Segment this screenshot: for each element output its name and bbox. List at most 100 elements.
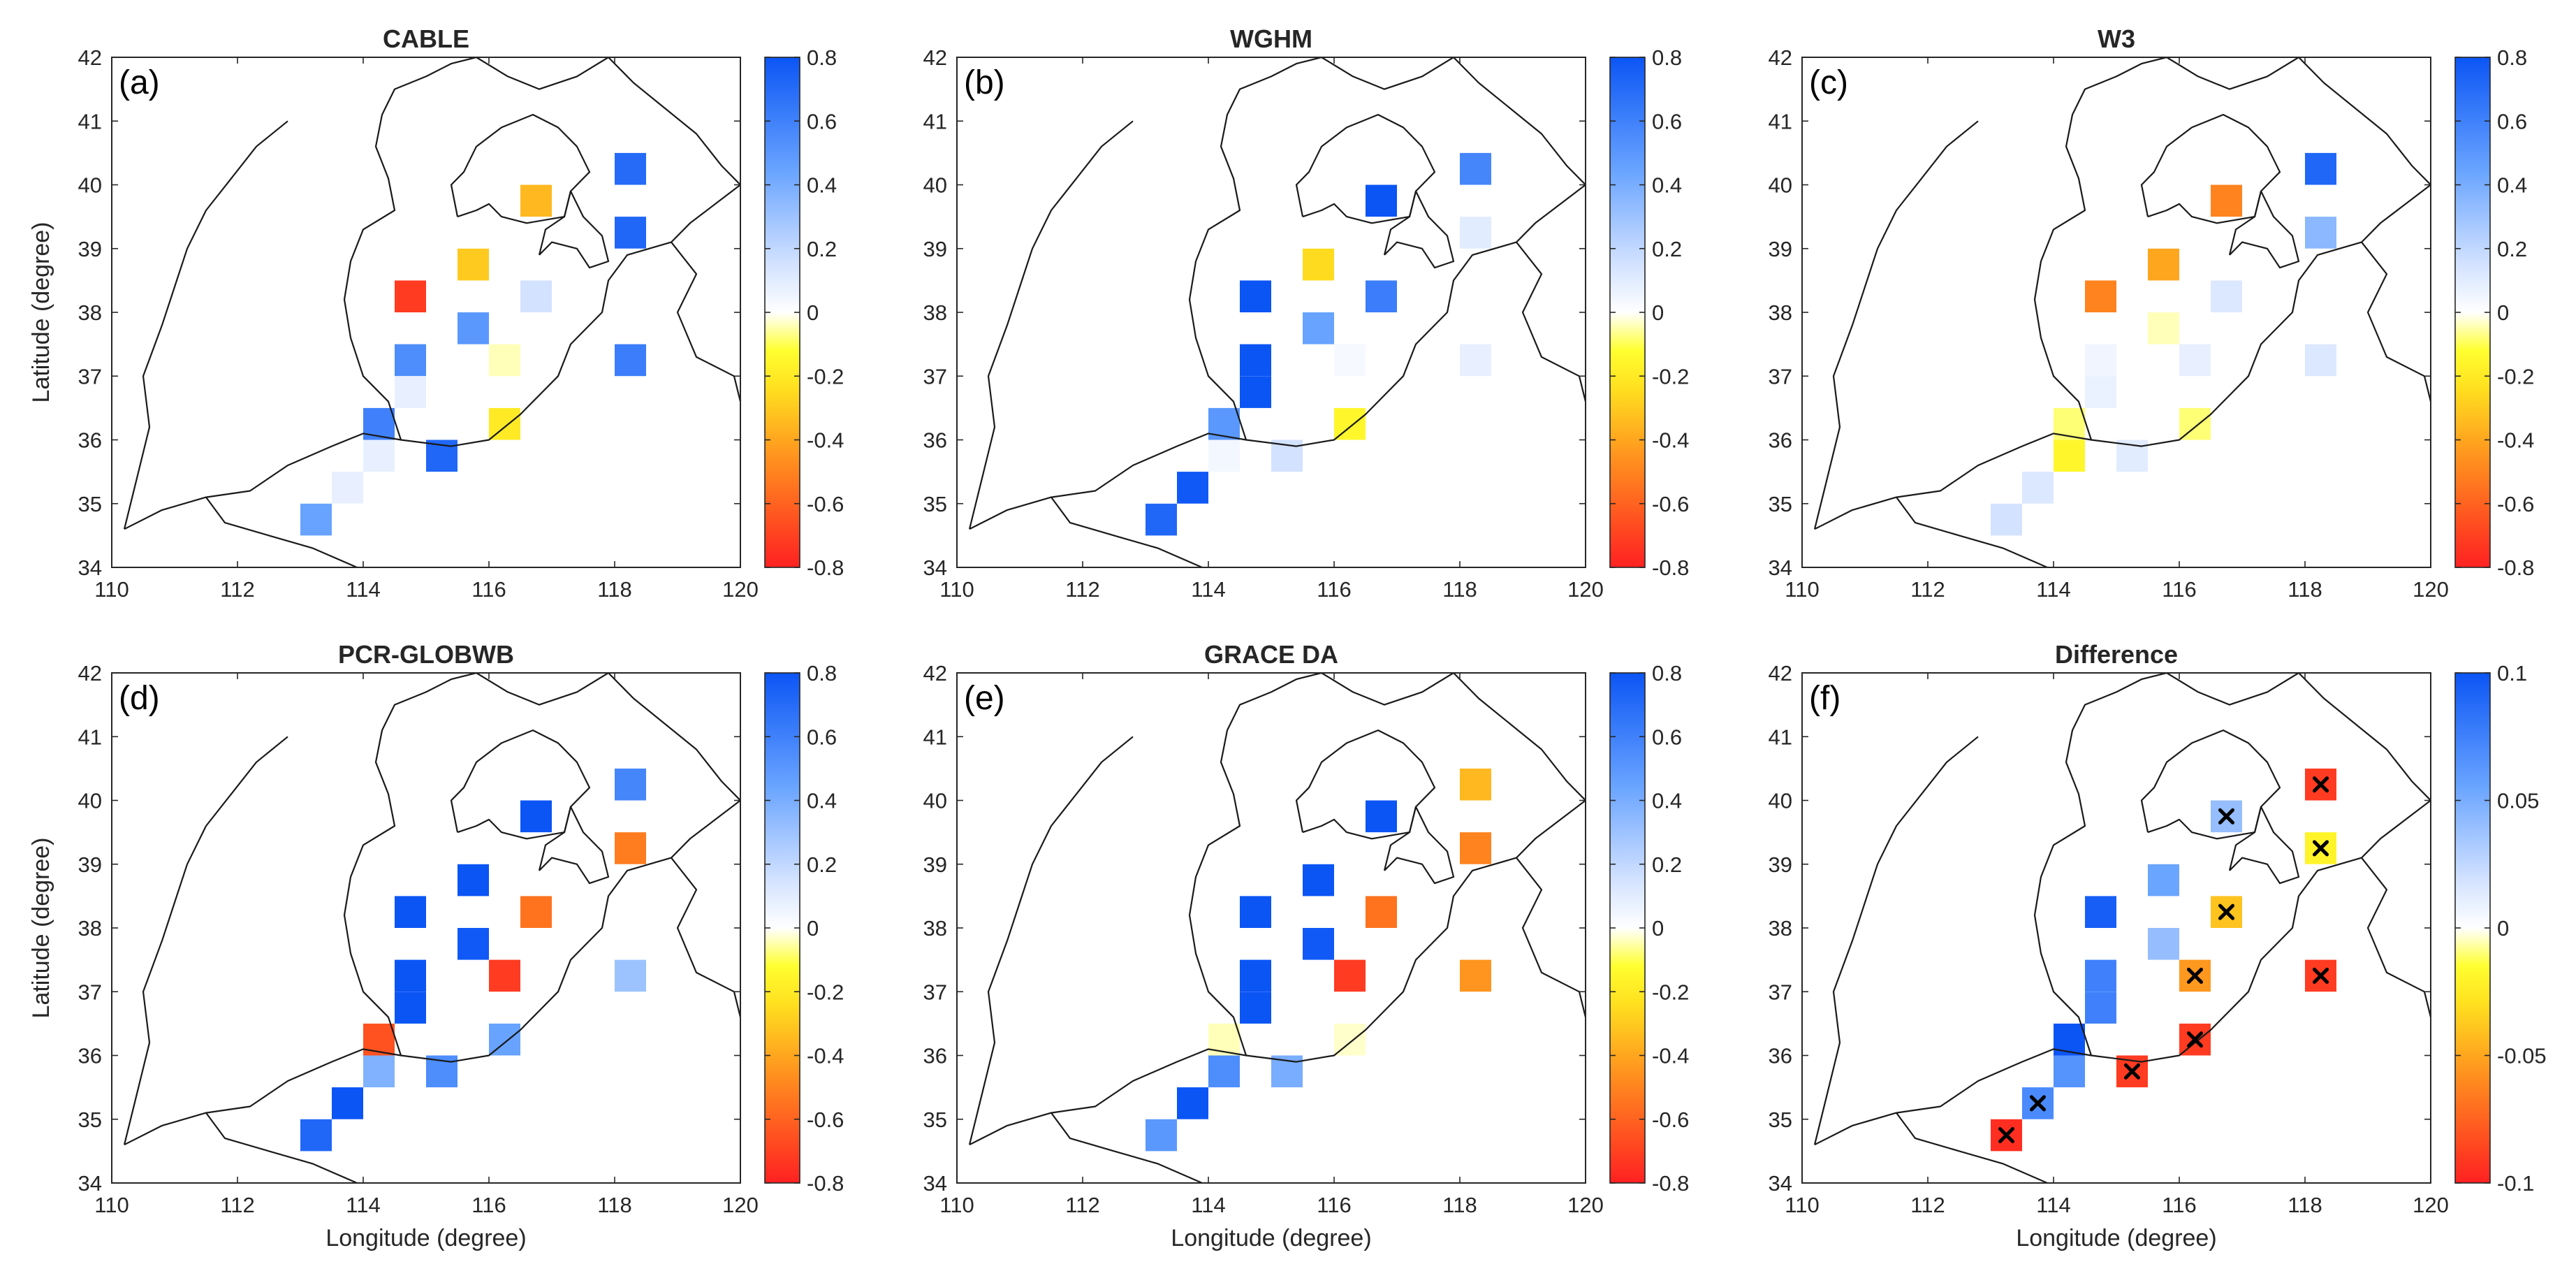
border-beijing xyxy=(2140,114,2281,224)
panel-e: 110 112 114 116 118 120 34 35 36 37 38 39 40 41 42 GRAC… xyxy=(923,640,1690,1251)
y-tick-label: 39 xyxy=(1769,237,1792,261)
grid-cell xyxy=(1334,407,1366,440)
y-tick-label: 39 xyxy=(78,852,102,877)
y-tick-label: 40 xyxy=(923,173,947,198)
grid-cell xyxy=(395,280,426,312)
grid-cell xyxy=(1334,344,1366,377)
x-tick-label: 112 xyxy=(1910,1193,1945,1217)
colorbar-tick-label: 0.2 xyxy=(1652,237,1682,261)
y-tick-label: 41 xyxy=(1769,725,1792,749)
colorbar-tick-label: 0.6 xyxy=(1652,109,1682,133)
y-tick-label: 38 xyxy=(1769,300,1792,325)
border-outer xyxy=(969,184,1586,530)
colorbar-tick-label: -0.4 xyxy=(1652,428,1689,453)
x-tick-label: 118 xyxy=(597,1193,631,1217)
y-tick-label: 40 xyxy=(1769,789,1792,813)
grid-cell xyxy=(395,959,426,992)
y-tick-label: 36 xyxy=(78,428,102,453)
grid-cell xyxy=(332,1087,363,1119)
grid-cell xyxy=(1208,1023,1240,1056)
grid-cell xyxy=(520,800,552,833)
grid-cell xyxy=(1303,928,1334,960)
colorbar-tick-label: 0 xyxy=(2497,916,2509,941)
grid-cell xyxy=(1303,864,1334,896)
grid-cell xyxy=(520,184,552,217)
border-outer xyxy=(969,799,1586,1146)
panel-title: CABLE xyxy=(383,24,469,53)
grid-cell xyxy=(1240,280,1271,312)
grid-cell xyxy=(615,152,646,185)
x-axis-label: Longitude (degree) xyxy=(2016,1225,2216,1251)
colorbar-gradient xyxy=(765,57,800,567)
x-tick-label: 120 xyxy=(722,1193,759,1217)
grid-cell xyxy=(1460,768,1491,801)
colorbar-tick-label: -0.2 xyxy=(807,364,844,389)
panel-a: 110 112 114 116 118 120 34 35 36 37 38 39 40 41 42 CABL… xyxy=(28,24,844,602)
colorbar-tick-label: -0.2 xyxy=(2497,364,2534,389)
colorbar-tick-label: 0 xyxy=(807,300,819,325)
y-tick-label: 41 xyxy=(1769,109,1792,133)
colorbar-tick-label: 0.4 xyxy=(2497,173,2527,198)
grid-cell xyxy=(1460,959,1491,992)
y-tick-label: 36 xyxy=(923,1044,947,1068)
border-shandong_coast xyxy=(1516,241,1586,402)
border-hebei_east xyxy=(608,673,740,801)
colorbar-tick-label: 0 xyxy=(2497,300,2509,325)
border-hebei_west xyxy=(343,673,477,1056)
y-tick-label: 35 xyxy=(923,492,947,516)
grid-cell xyxy=(1240,896,1271,928)
panel-title: PCR-GLOBWB xyxy=(338,640,514,669)
border-hebei_west xyxy=(1188,673,1322,1056)
x-tick-label: 110 xyxy=(94,577,129,602)
y-tick-label: 41 xyxy=(923,725,947,749)
colorbar-tick-label: -0.8 xyxy=(1652,556,1689,580)
colorbar-tick-label: -0.05 xyxy=(2497,1044,2547,1068)
grid-cell xyxy=(2054,1023,2085,1056)
grid-cell xyxy=(2054,440,2085,472)
border-shandong_coast xyxy=(2361,857,2431,1017)
cross-marker xyxy=(2313,967,2329,984)
y-tick-label: 36 xyxy=(1769,1044,1792,1068)
border-hebei_west xyxy=(2033,673,2167,1056)
y-tick-label: 35 xyxy=(1769,1108,1792,1132)
grid-cell xyxy=(1303,248,1334,281)
border-beijing xyxy=(1295,729,1436,840)
map-content xyxy=(1813,673,2431,1183)
grid-cell xyxy=(1460,217,1491,249)
x-tick-label: 120 xyxy=(722,577,759,602)
x-axis-label: Longitude (degree) xyxy=(1171,1225,1371,1251)
colorbar-tick-label: -0.8 xyxy=(2497,556,2534,580)
grid-cell xyxy=(1208,440,1240,472)
x-tick-label: 110 xyxy=(94,1193,129,1217)
grid-cell xyxy=(332,472,363,504)
colorbar-tick-label: 0.8 xyxy=(1652,661,1682,685)
border-shandong_coast xyxy=(1516,857,1586,1017)
y-tick-label: 39 xyxy=(923,852,947,877)
y-tick-label: 35 xyxy=(1769,492,1792,516)
y-tick-label: 35 xyxy=(923,1108,947,1132)
colorbar-tick-label: 0.6 xyxy=(1652,725,1682,749)
grid-cell xyxy=(2305,217,2336,249)
border-hebei_north xyxy=(476,57,609,90)
x-tick-label: 112 xyxy=(1065,577,1099,602)
x-tick-label: 114 xyxy=(2036,1193,2070,1217)
border-henan_south xyxy=(1896,496,2048,567)
cross-marker xyxy=(2218,903,2234,920)
grid-cell xyxy=(1146,503,1177,536)
border-outer xyxy=(124,799,740,1146)
border-tianjin xyxy=(2228,806,2300,885)
colorbar-tick-label: -0.4 xyxy=(2497,428,2534,453)
y-tick-label: 42 xyxy=(78,45,102,70)
grid-cell xyxy=(520,280,552,312)
colorbar-gradient xyxy=(2455,57,2490,567)
grid-cell xyxy=(363,440,395,472)
y-tick-label: 35 xyxy=(78,492,102,516)
y-tick-label: 37 xyxy=(1769,980,1792,1004)
grid-cell xyxy=(2305,344,2336,377)
border-beijing xyxy=(450,114,591,224)
grid-cell xyxy=(1366,800,1397,833)
y-tick-label: 41 xyxy=(78,725,102,749)
border-henan_south xyxy=(1051,496,1203,567)
border-shanxi_west xyxy=(968,736,1134,1145)
panel-c: 110 112 114 116 118 120 34 35 36 37 38 39 40 41 42 W3 (c… xyxy=(1769,24,2535,602)
